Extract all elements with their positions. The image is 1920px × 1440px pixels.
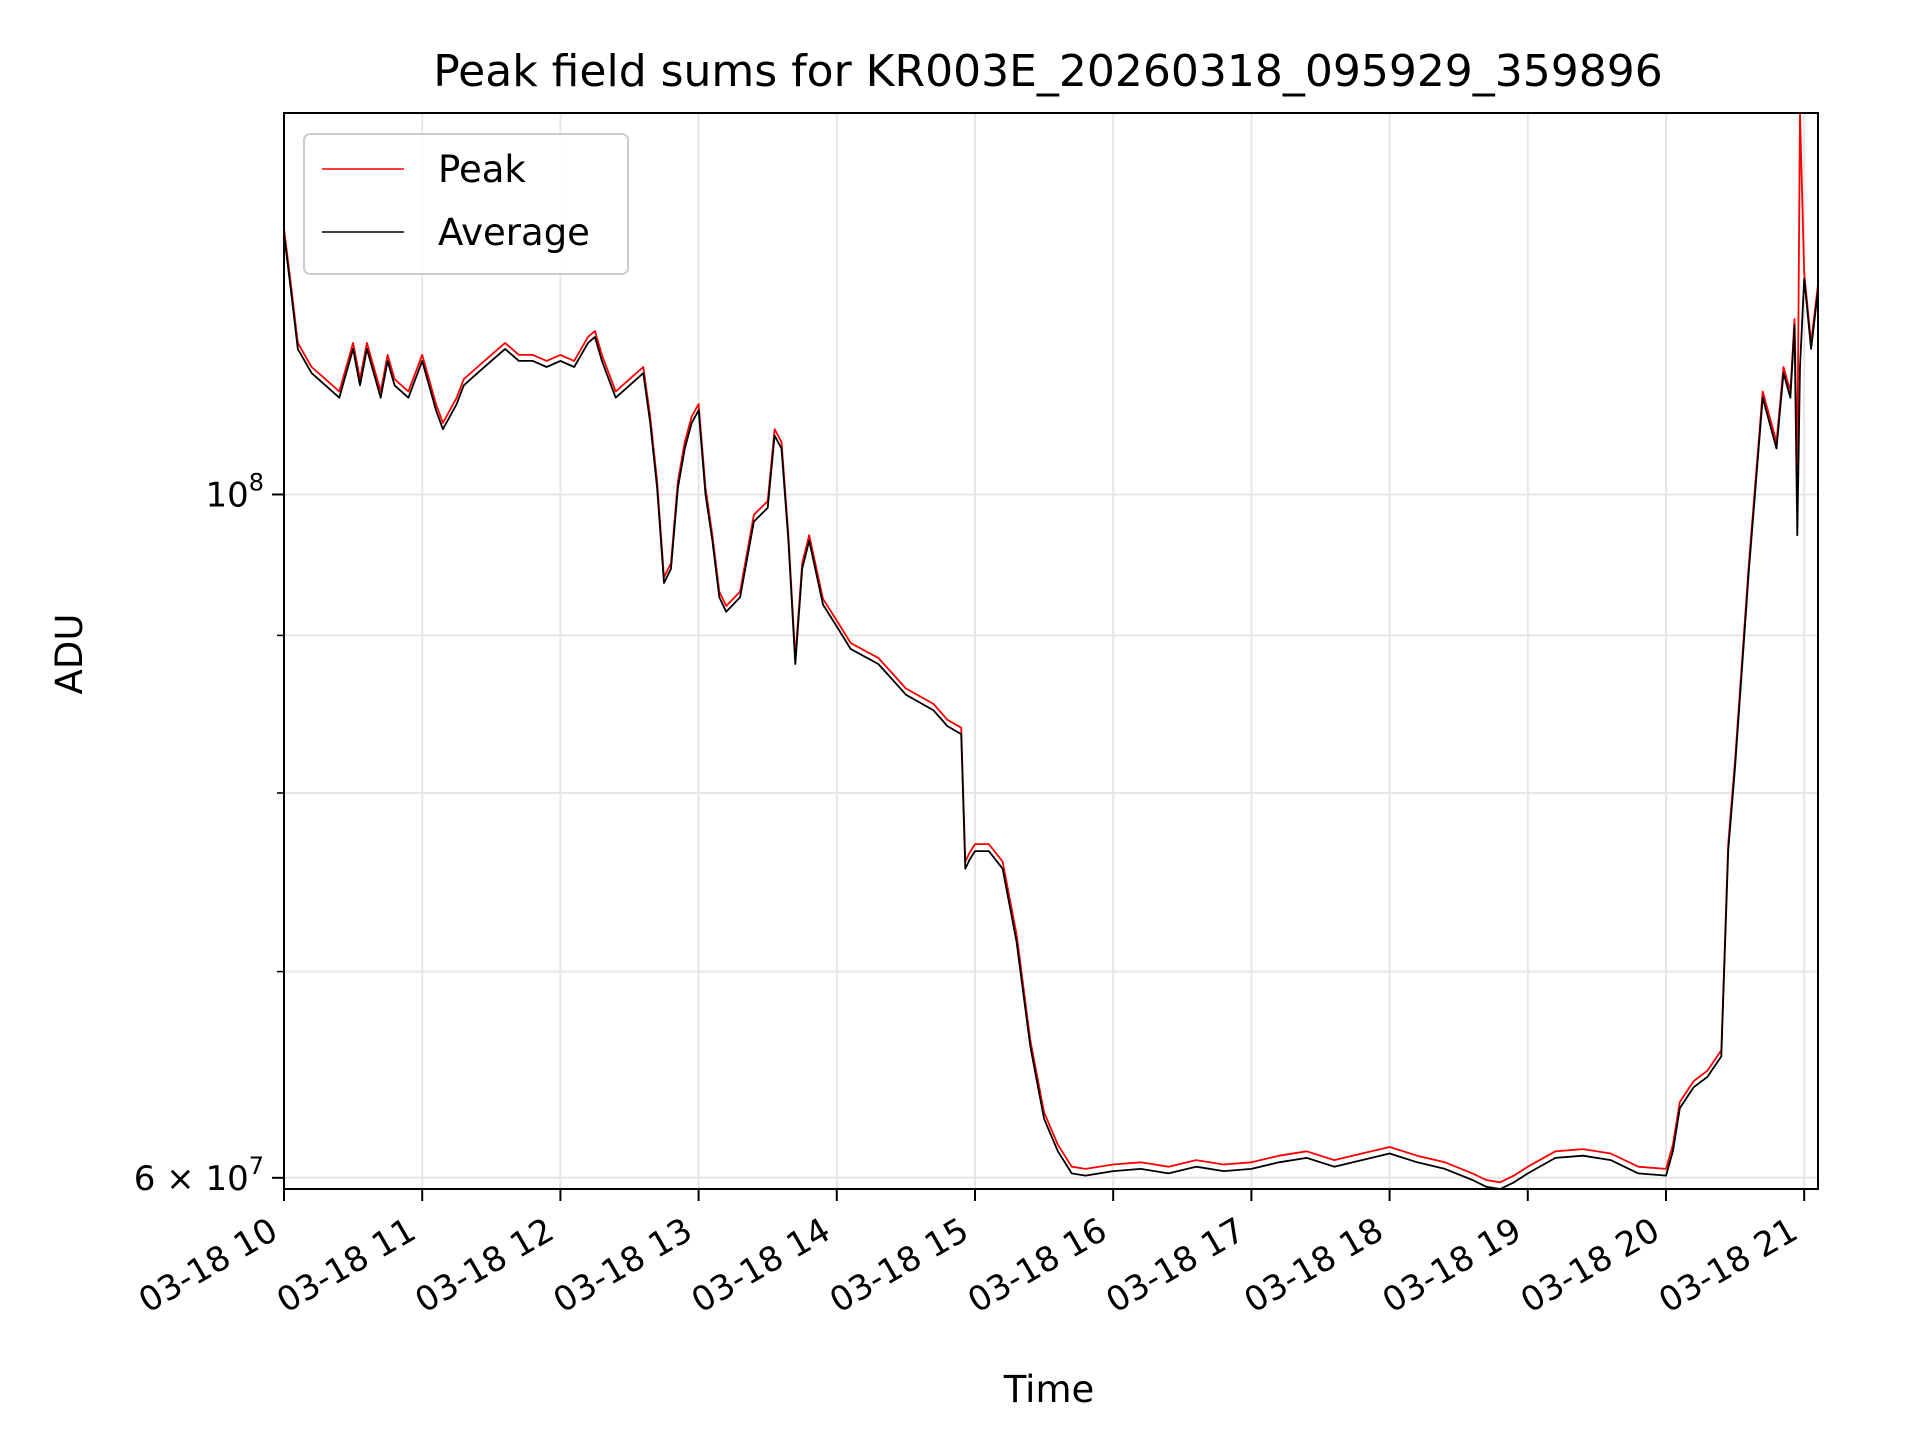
x-tick-label: 03-18 20 (1514, 1210, 1666, 1321)
series-line-average (284, 233, 1818, 1189)
x-tick-label: 03-18 10 (132, 1210, 284, 1321)
x-tick-label: 03-18 17 (1099, 1210, 1251, 1321)
x-axis-label: Time (1003, 1368, 1095, 1411)
y-axis: 6 × 107 108 (134, 468, 284, 1199)
y-axis-label: ADU (48, 614, 91, 695)
plot-frame (283, 112, 1819, 1190)
series-line-peak (284, 113, 1818, 1184)
y-tick-label: 6 × 107 (134, 1152, 264, 1199)
plot-area (284, 113, 1818, 1189)
x-tick-label: 03-18 21 (1652, 1210, 1804, 1321)
y-tick-label: 108 (205, 468, 264, 515)
x-tick-label: 03-18 14 (685, 1210, 837, 1321)
x-tick-label: 03-18 18 (1238, 1210, 1390, 1321)
legend-label-peak: Peak (438, 148, 526, 191)
x-tick-label: 03-18 15 (823, 1210, 975, 1321)
x-tick-label: 03-18 19 (1376, 1210, 1528, 1321)
x-tick-label: 03-18 13 (547, 1210, 699, 1321)
legend-label-average: Average (438, 211, 590, 254)
x-tick-label: 03-18 16 (961, 1210, 1113, 1321)
legend: Peak Average (303, 133, 629, 275)
chart-title: Peak field sums for KR003E_20260318_0959… (433, 46, 1663, 97)
x-tick-label: 03-18 11 (270, 1210, 422, 1321)
x-tick-label: 03-18 12 (409, 1210, 561, 1321)
